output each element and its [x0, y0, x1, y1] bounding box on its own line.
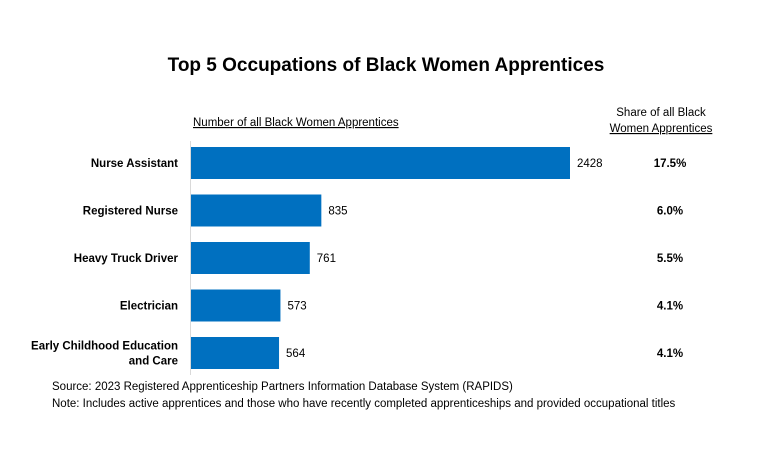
value-column-header: Number of all Black Women Apprentices — [193, 117, 399, 129]
share-column-header-line2: Women Apprentices — [610, 123, 713, 135]
category-label-3: Heavy Truck Driver — [74, 253, 179, 265]
share-value-1: 17.5% — [654, 158, 687, 170]
bars-group: 2428 Nurse Assistant 17.5% 835 Registered Nu… — [31, 147, 686, 369]
category-label-2: Registered Nurse — [83, 206, 178, 218]
bar-value-label-4: 573 — [287, 301, 306, 313]
source-footnote: Source: 2023 Registered Apprenticeship P… — [52, 381, 513, 393]
bar-value-label-1: 2428 — [577, 158, 603, 170]
share-column-header-line1: Share of all Black — [616, 107, 706, 119]
category-label-5: Early Childhood Education — [31, 341, 178, 353]
bar-value-label-5: 564 — [286, 348, 306, 360]
chart-title: Top 5 Occupations of Black Women Apprent… — [168, 55, 605, 76]
category-label-5: and Care — [129, 356, 178, 368]
bar-4 — [191, 289, 281, 322]
bar-value-label-3: 761 — [317, 253, 336, 265]
share-value-3: 5.5% — [657, 253, 683, 265]
share-value-5: 4.1% — [657, 348, 683, 360]
category-label-4: Electrician — [120, 301, 178, 313]
category-label-1: Nurse Assistant — [91, 158, 178, 170]
bar-3 — [191, 242, 310, 274]
bar-value-label-2: 835 — [328, 206, 347, 218]
share-value-2: 6.0% — [657, 206, 683, 218]
bar-1 — [191, 147, 570, 179]
bar-5 — [191, 337, 280, 369]
share-value-4: 4.1% — [657, 301, 683, 313]
bar-2 — [191, 194, 322, 227]
note-footnote: Note: Includes active apprentices and th… — [52, 398, 676, 410]
